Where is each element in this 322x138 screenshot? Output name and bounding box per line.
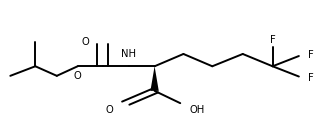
Text: F: F <box>308 50 314 60</box>
Text: NH: NH <box>121 49 137 59</box>
Text: F: F <box>308 73 314 83</box>
Text: O: O <box>82 37 90 47</box>
Text: OH: OH <box>189 105 204 115</box>
Text: O: O <box>74 71 81 81</box>
Polygon shape <box>150 66 159 91</box>
Text: O: O <box>106 105 114 115</box>
Text: F: F <box>270 35 275 45</box>
